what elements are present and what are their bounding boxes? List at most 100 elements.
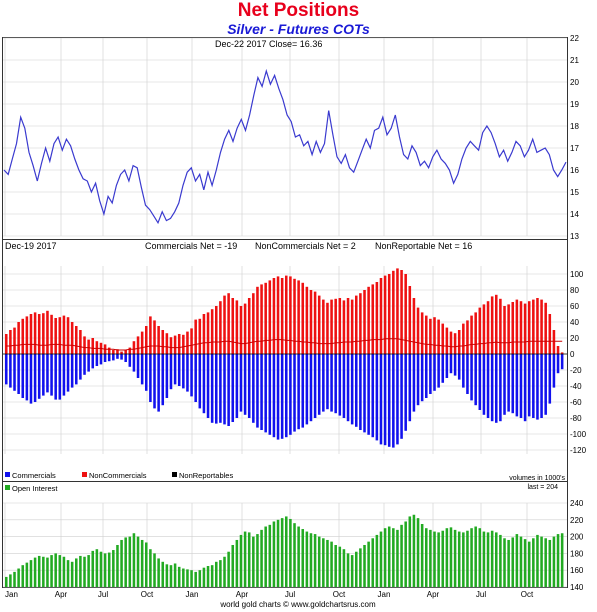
commercials-bar: [379, 354, 383, 445]
commercials-bar: [420, 354, 424, 402]
noncommercials-bar: [363, 290, 366, 354]
open-interest-bar: [285, 516, 288, 587]
commercials-bar: [445, 354, 449, 378]
noncommercials-bar: [536, 298, 539, 354]
open-interest-bar: [449, 527, 453, 587]
open-interest-bar: [453, 529, 457, 587]
open-interest-bar: [355, 551, 358, 587]
open-interest-bar: [346, 553, 350, 587]
open-interest-bar: [231, 545, 235, 587]
noncommercials-bar: [50, 314, 53, 354]
commercials-bar: [309, 354, 313, 422]
x-tick-label: Jan: [378, 590, 391, 599]
y-tick-label: -80: [570, 414, 582, 423]
commercials-bar: [280, 354, 284, 439]
legend-swatch-noncommercials: [82, 472, 87, 477]
open-interest-bar: [62, 556, 66, 587]
commercials-bar: [425, 354, 428, 398]
open-interest-bar: [309, 533, 313, 587]
noncommercials-bar: [503, 306, 506, 354]
open-interest-bar: [293, 523, 296, 587]
commercials-bar: [301, 354, 305, 428]
open-interest-bar: [511, 537, 515, 587]
commercials-bar: [466, 354, 469, 394]
noncommercials-bar: [75, 326, 78, 354]
noncommercials-bar: [322, 299, 325, 354]
noncommercials-bar: [66, 317, 70, 354]
commercials-bar: [198, 354, 202, 409]
x-tick-label: Oct: [521, 590, 534, 599]
commercials-bar: [219, 354, 222, 423]
y-tick-label: 60: [570, 302, 579, 311]
noncommercials-bar: [256, 286, 259, 354]
open-interest-bar: [544, 538, 547, 587]
noncommercials-bar: [206, 312, 210, 354]
open-interest-bar: [276, 519, 280, 587]
noncommercials-bar: [252, 293, 255, 354]
commercials-bar: [46, 354, 49, 393]
y-tick-label: 180: [570, 549, 584, 558]
open-interest-bar: [462, 532, 465, 587]
noncommercials-bar: [173, 335, 177, 354]
commercials-bar: [177, 354, 181, 386]
commercials-bar: [371, 354, 375, 438]
open-interest-bar: [486, 532, 490, 587]
open-interest-bar: [280, 518, 284, 587]
noncommercials-bar: [457, 330, 461, 354]
open-interest-bar: [420, 524, 424, 587]
legend-open-interest: Open Interest: [12, 484, 58, 493]
commercials-bar: [350, 354, 354, 425]
commercials-bar: [268, 354, 272, 435]
commercials-bar: [367, 354, 370, 435]
open-interest-bar: [297, 526, 300, 587]
noncommercials-bar: [375, 282, 379, 354]
open-interest-bar: [482, 531, 486, 587]
y-tick-label: 16: [570, 166, 579, 175]
commercials-bar: [210, 354, 214, 423]
open-interest-bar: [112, 550, 115, 587]
legend-swatch-open-interest: [5, 485, 10, 490]
noncommercials-bar: [25, 316, 29, 354]
commercials-bar: [58, 354, 62, 400]
noncommercials-bar: [486, 301, 490, 354]
open-interest-bar: [169, 565, 173, 587]
commercials-bar: [544, 354, 547, 415]
noncommercials-bar: [37, 314, 41, 354]
commercials-bar: [112, 354, 115, 361]
open-interest-bar: [495, 532, 498, 587]
noncommercials-bar: [540, 299, 543, 354]
commercials-bar: [470, 354, 473, 401]
commercials-bar: [66, 354, 70, 392]
commercials-bar: [392, 354, 395, 448]
commercials-bar: [536, 354, 539, 420]
price-grid: [3, 37, 567, 237]
noncommercials-bar: [474, 312, 477, 354]
commercials-bar: [359, 354, 362, 430]
commercials-net-label: Commercials Net = -19: [145, 241, 237, 251]
y-tick-label: -20: [570, 366, 582, 375]
commercials-bar: [247, 354, 251, 418]
commercials-bar: [495, 354, 498, 423]
noncommercials-bar: [326, 302, 329, 354]
open-interest-bar: [215, 561, 218, 587]
noncommercials-bar: [157, 326, 160, 354]
open-interest-bar: [165, 564, 169, 587]
y-tick-label: 0: [570, 350, 575, 359]
open-interest-bar: [99, 551, 103, 587]
noncommercials-bar: [264, 282, 267, 354]
open-interest-bar: [186, 569, 189, 587]
commercials-bar: [363, 354, 366, 433]
open-interest-bar: [264, 526, 267, 587]
legend-commercials: Commercials: [12, 471, 56, 480]
noncommercials-bar: [243, 303, 247, 354]
commercials-bar: [313, 354, 317, 418]
noncommercials-bar: [219, 301, 222, 354]
x-tick-labels: Jan Apr Jul Oct Jan Apr Jul Oct Jan Apr Jul Oct: [5, 590, 534, 599]
noncommercials-bar: [83, 336, 86, 354]
commercials-bar: [383, 354, 387, 446]
noncommercials-bar: [429, 318, 432, 354]
open-interest-bar: [5, 576, 8, 587]
commercials-bar: [50, 354, 53, 396]
commercials-bar: [346, 354, 350, 422]
x-tick-label: Jan: [186, 590, 199, 599]
